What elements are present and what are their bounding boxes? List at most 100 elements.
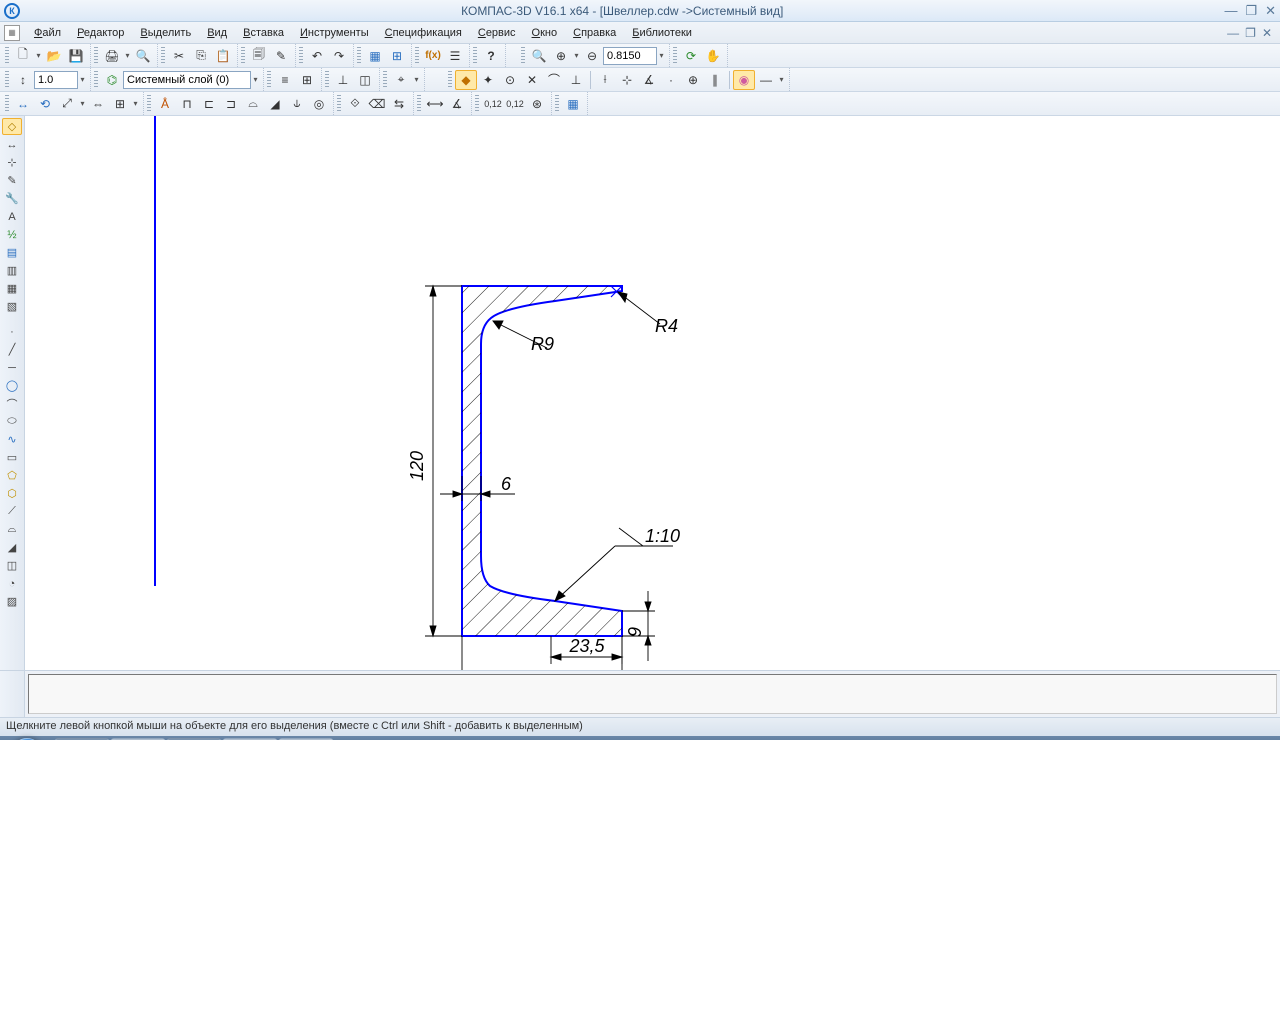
lib-button[interactable]: ⊞ [386, 46, 408, 66]
snap-off-button[interactable]: — [755, 70, 777, 90]
menu-спецификация[interactable]: Спецификация [377, 24, 470, 42]
mdi-doc-icon[interactable]: ▦ [4, 25, 20, 41]
trim-button[interactable]: Å [154, 94, 176, 114]
tool-chamfer2[interactable]: ◢ [2, 539, 22, 556]
tool-rect[interactable]: ▭ [2, 449, 22, 466]
undo-button[interactable]: ↶ [306, 46, 328, 66]
properties-button[interactable]: 🗐 [248, 46, 270, 66]
views-tab[interactable]: ▧ [2, 298, 22, 315]
param-tab[interactable]: 🔧 [2, 190, 22, 207]
tool-equid[interactable]: ◫ [2, 557, 22, 574]
deform-button[interactable]: ⟐ [344, 94, 366, 114]
tool-hatch[interactable]: ▨ [2, 593, 22, 610]
menu-файл[interactable]: Файл [26, 24, 69, 42]
geometry-tab[interactable]: ◇ [2, 118, 22, 135]
snap-par-button[interactable]: ∥ [704, 70, 726, 90]
menu-сервис[interactable]: Сервис [470, 24, 524, 42]
task-kompas[interactable]: К [279, 738, 333, 740]
menu-окно[interactable]: Окно [524, 24, 566, 42]
new-dd[interactable]: ▾ [34, 51, 43, 60]
views-button[interactable]: ⊞ [296, 70, 318, 90]
layer-input[interactable] [123, 71, 251, 89]
tool-autoline[interactable]: ⟋ [2, 503, 22, 520]
manager-button[interactable]: ▦ [364, 46, 386, 66]
measure-len-button[interactable]: ⟷ [424, 94, 446, 114]
snap-mid-button[interactable]: ✦ [477, 70, 499, 90]
extend-button[interactable]: ⊓ [176, 94, 198, 114]
notation-tab[interactable]: ⊹ [2, 154, 22, 171]
step-type-button[interactable]: ↕ [12, 70, 34, 90]
menu-вид[interactable]: Вид [199, 24, 235, 42]
snap-tan-button[interactable]: ⌒ [543, 70, 565, 90]
snap-nor-button[interactable]: ⊥ [565, 70, 587, 90]
measure-tab[interactable]: A [2, 208, 22, 225]
pan-button[interactable]: ✋ [702, 46, 724, 66]
new-button[interactable]: 🗋 [12, 46, 34, 66]
snap-ax-button[interactable]: ⊕ [682, 70, 704, 90]
mass-button[interactable]: 0,12 [504, 94, 526, 114]
offset-button[interactable]: ◎ [308, 94, 330, 114]
tool-circle[interactable]: ◯ [2, 377, 22, 394]
measure-ang-button[interactable]: ∡ [446, 94, 468, 114]
chamfer-button[interactable]: ◢ [264, 94, 286, 114]
open-button[interactable]: 📂 [43, 46, 65, 66]
cleanup-button[interactable]: ⌫ [366, 94, 388, 114]
spec-tab[interactable]: ▤ [2, 244, 22, 261]
zoom-out-button[interactable]: ⊖ [581, 46, 603, 66]
insert-tab[interactable]: ▦ [2, 280, 22, 297]
zoom-in-button[interactable]: ⊕ [550, 46, 572, 66]
tool-ellipse[interactable]: ⬭ [2, 413, 22, 430]
task-explorer[interactable] [111, 738, 165, 740]
select-tab[interactable]: ½ [2, 226, 22, 243]
mirror-button[interactable]: ⇔ [87, 94, 109, 114]
fillet-button[interactable]: ⌓ [242, 94, 264, 114]
tool-collect[interactable]: ◔ [2, 575, 22, 592]
layer-filter-button[interactable]: ⌬ [101, 70, 123, 90]
tool-fillet2[interactable]: ⌓ [2, 521, 22, 538]
menu-выделить[interactable]: Выделить [132, 24, 199, 42]
tool-contour[interactable]: ⬡ [2, 485, 22, 502]
close-button[interactable]: ✕ [1265, 3, 1276, 19]
cut-button[interactable]: ✂ [168, 46, 190, 66]
scale-button[interactable]: ⤢ [56, 94, 78, 114]
refresh-button[interactable]: ⟳ [680, 46, 702, 66]
mdi-minimize[interactable]: — [1227, 26, 1239, 40]
print-button[interactable]: 🖨 [101, 46, 123, 66]
tool-arc[interactable]: ⌒ [2, 395, 22, 412]
task-wmp[interactable] [167, 738, 221, 740]
mdi-restore[interactable]: ❐ [1245, 26, 1256, 40]
task-word[interactable]: W [223, 738, 277, 740]
eq-button[interactable]: ⫝ [286, 94, 308, 114]
vars2-button[interactable]: ☰ [444, 46, 466, 66]
snap-int-button[interactable]: ✕ [521, 70, 543, 90]
snap-grid-button[interactable]: ⊹ [616, 70, 638, 90]
menu-редактор[interactable]: Редактор [69, 24, 132, 42]
snap-near-button[interactable]: ⟊ [594, 70, 616, 90]
rotate-button[interactable]: ⟲ [34, 94, 56, 114]
snap-cen-button[interactable]: ⊙ [499, 70, 521, 90]
tool-poly[interactable]: ⬠ [2, 467, 22, 484]
paste-button[interactable]: 📋 [212, 46, 234, 66]
ortho-button[interactable]: ⊥ [332, 70, 354, 90]
array-button[interactable]: ⊞ [109, 94, 131, 114]
help-button[interactable]: ? [480, 46, 502, 66]
area-button[interactable]: 0,12 [482, 94, 504, 114]
copy-button[interactable]: ⎘ [190, 46, 212, 66]
zoom-input[interactable] [603, 47, 657, 65]
drawing-canvas[interactable]: 120 6 53 23,5 9 R9 R4 1:10 [25, 116, 1280, 670]
layers-button[interactable]: ≡ [274, 70, 296, 90]
menu-библиотеки[interactable]: Библиотеки [624, 24, 700, 42]
dimensions-tab[interactable]: ↔ [2, 136, 22, 153]
reports-tab[interactable]: ▥ [2, 262, 22, 279]
tool-spline[interactable]: ∿ [2, 431, 22, 448]
break-button[interactable]: ⊏ [198, 94, 220, 114]
zoom-fit-button[interactable]: 🔍 [528, 46, 550, 66]
snap-pt-button[interactable]: · [660, 70, 682, 90]
menu-вставка[interactable]: Вставка [235, 24, 292, 42]
move-button[interactable]: ↔ [12, 94, 34, 114]
mdi-close[interactable]: ✕ [1262, 26, 1272, 40]
spec-button[interactable]: ▦ [562, 94, 584, 114]
step-input[interactable] [34, 71, 78, 89]
copyprops-button[interactable]: ✎ [270, 46, 292, 66]
save-button[interactable]: 💾 [65, 46, 87, 66]
